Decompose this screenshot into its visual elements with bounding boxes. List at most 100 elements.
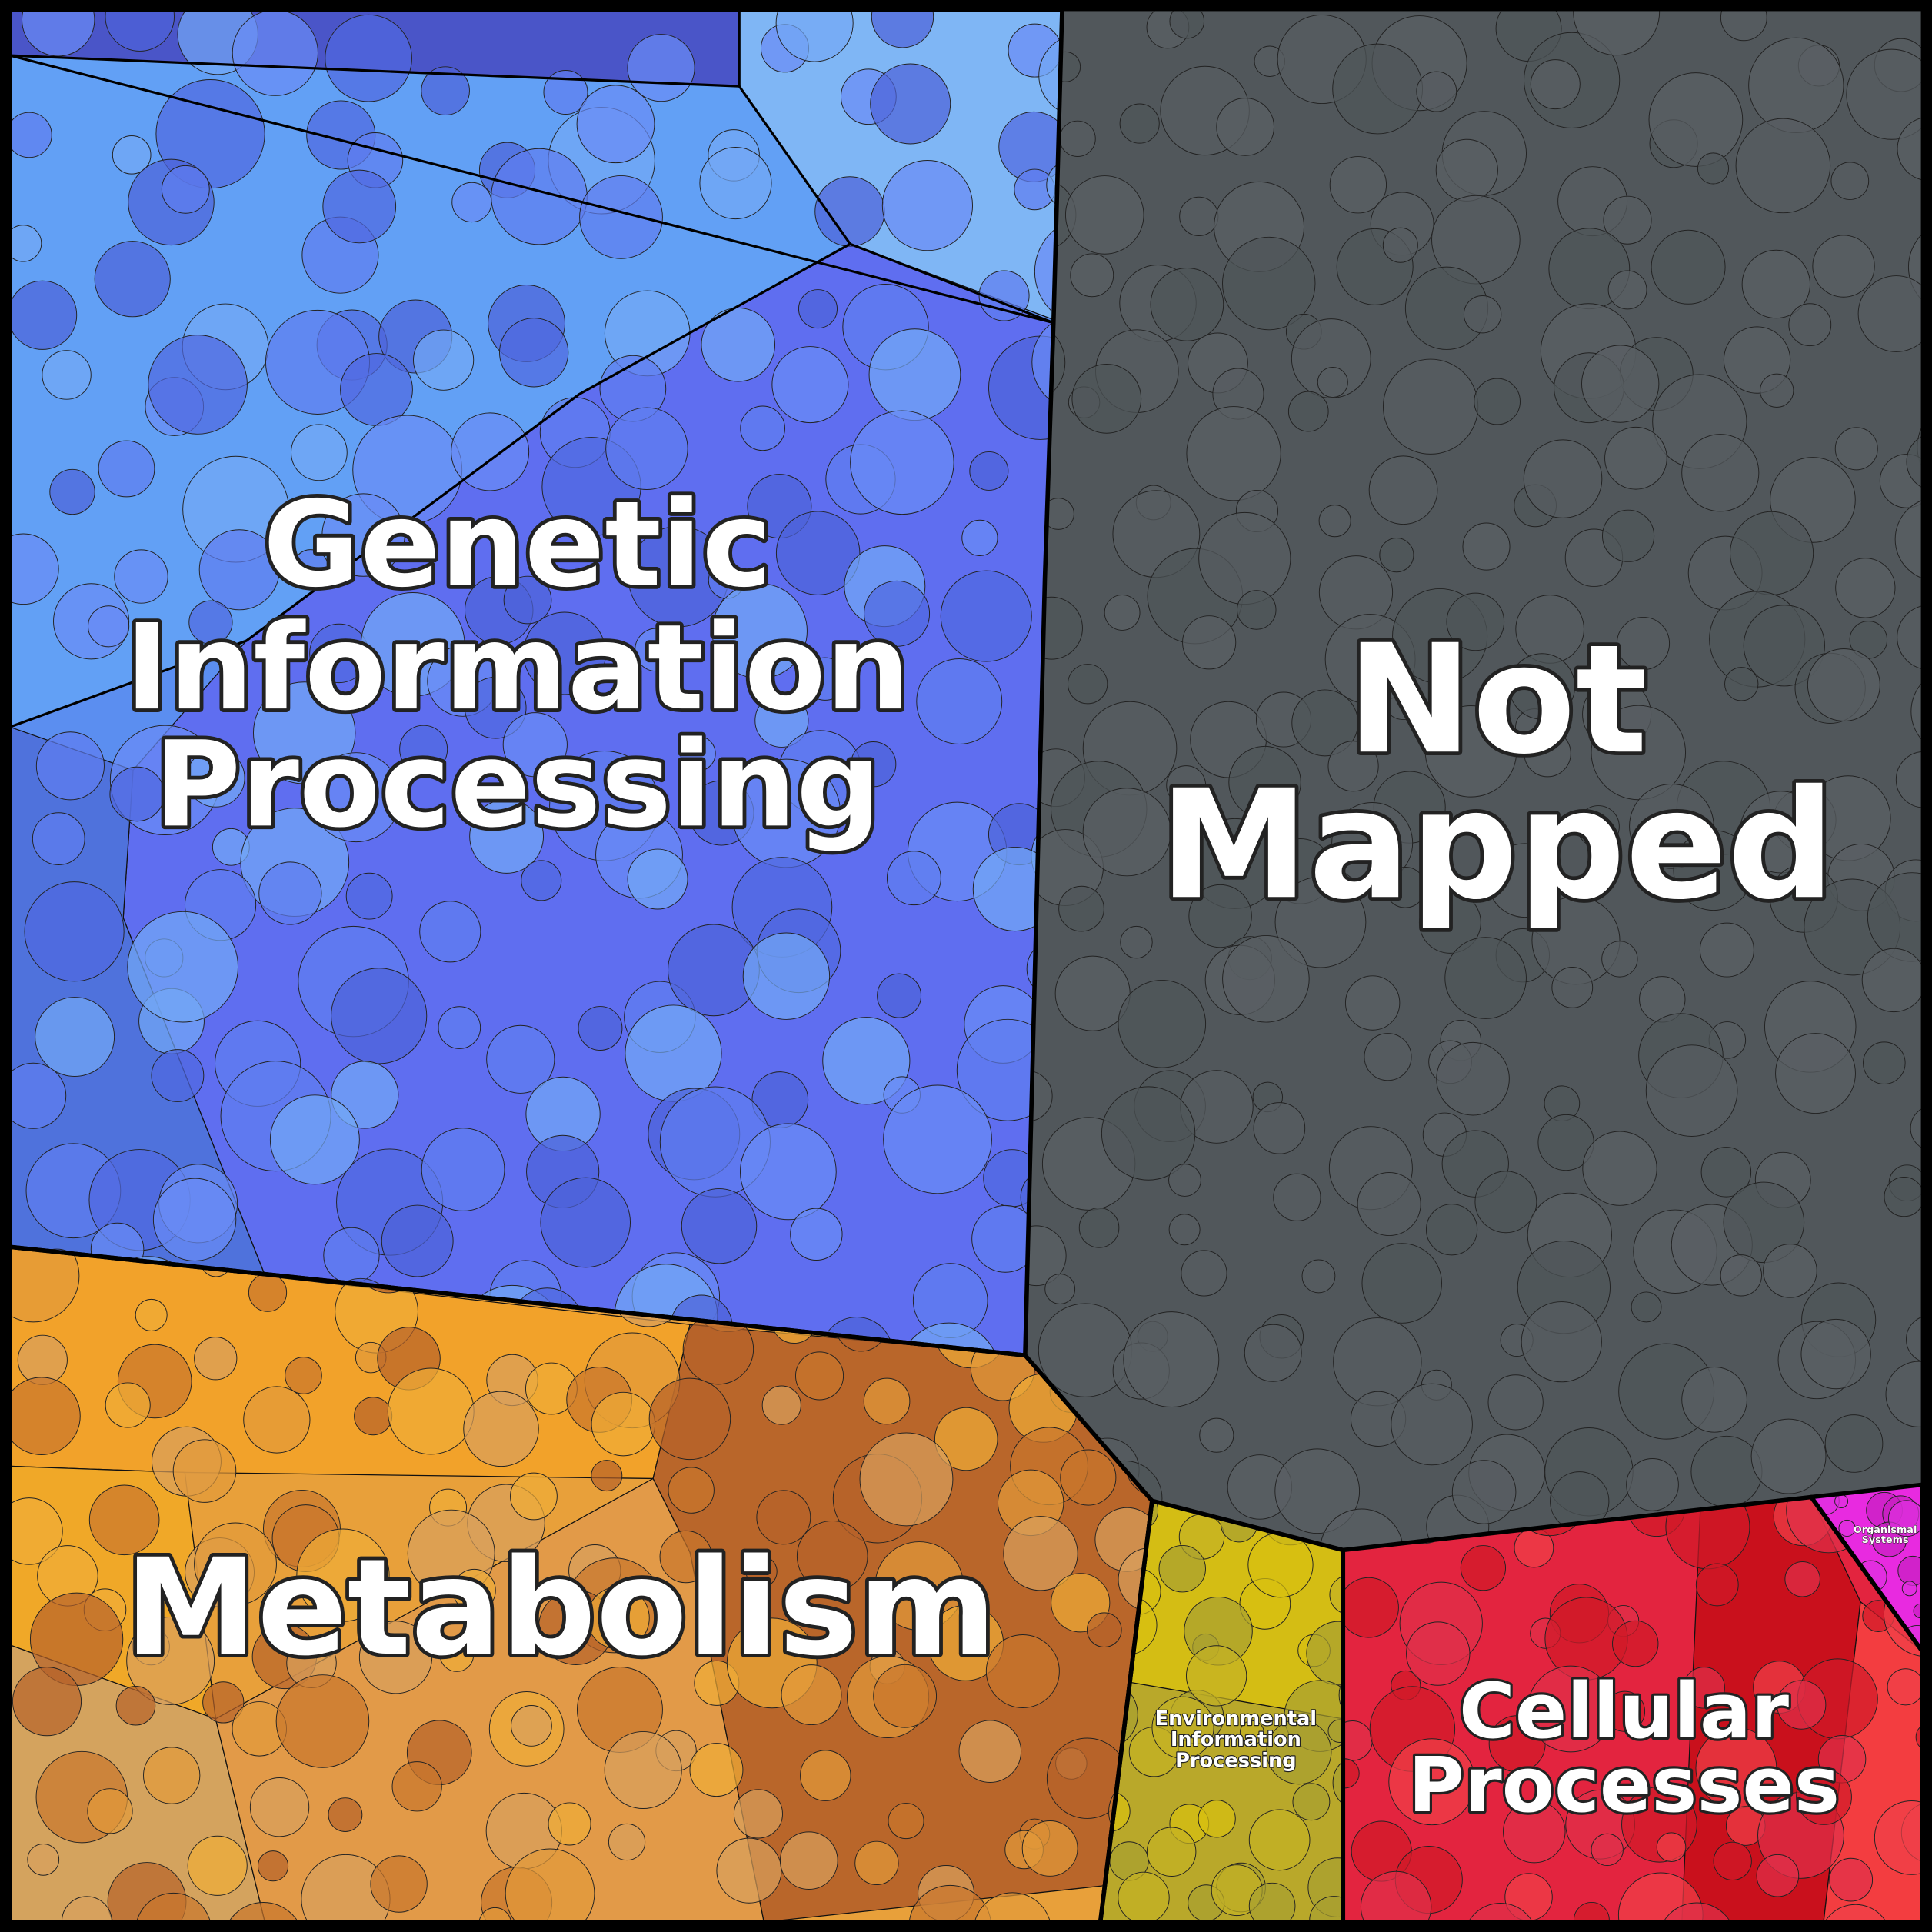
cell [1487, 843, 1562, 918]
cell [152, 1178, 237, 1261]
cell [1748, 37, 1844, 133]
cell [9, 1377, 81, 1455]
cell [798, 289, 838, 329]
cell [881, 160, 974, 251]
cell [886, 851, 941, 906]
cell [822, 1017, 911, 1105]
cell [578, 1006, 623, 1051]
cell [756, 1490, 811, 1545]
cell [452, 1568, 496, 1612]
cell [1462, 522, 1511, 571]
cell [680, 735, 716, 771]
cell [503, 575, 552, 625]
cell [1573, 9, 1661, 56]
cell [1382, 358, 1479, 455]
cell [591, 1391, 656, 1457]
cell [1910, 668, 1923, 755]
cell [733, 1789, 783, 1839]
cell [1720, 1254, 1763, 1297]
cell [1239, 1720, 1264, 1745]
cell [1158, 1544, 1206, 1593]
cell [1382, 227, 1418, 263]
cell [1327, 741, 1379, 792]
cell [1237, 590, 1277, 630]
cell [1829, 1857, 1874, 1902]
cell [1474, 378, 1521, 425]
cell [874, 1541, 964, 1631]
cell [1344, 975, 1401, 1031]
region-label: Processes [1408, 1741, 1840, 1830]
cell [1021, 1820, 1078, 1877]
cell [1577, 805, 1620, 848]
cell [576, 85, 655, 164]
cell [854, 1840, 899, 1885]
cell [135, 1298, 168, 1331]
cell [1530, 59, 1581, 110]
cell [1699, 922, 1754, 978]
cell [1024, 1225, 1067, 1287]
cell [469, 799, 544, 874]
cell [1830, 162, 1870, 201]
cell [1059, 120, 1096, 157]
cell [1503, 1800, 1566, 1864]
cell [742, 932, 831, 1020]
cell [35, 731, 105, 801]
cell [222, 1901, 305, 1923]
cell [1317, 367, 1348, 398]
cell [1181, 1250, 1227, 1297]
cell [1601, 941, 1638, 978]
cell [1291, 318, 1371, 398]
region-cellular [1343, 1497, 1923, 1923]
cell [1521, 1301, 1602, 1383]
cell [1357, 1172, 1421, 1237]
cell [1763, 1244, 1817, 1298]
cell [399, 724, 448, 774]
cell [1894, 497, 1923, 581]
cell [115, 1685, 156, 1726]
cell [1168, 1214, 1201, 1246]
cell [1906, 1315, 1923, 1364]
cell [1332, 43, 1424, 135]
cell [605, 407, 688, 490]
cell [1118, 979, 1207, 1068]
cell [1060, 1449, 1117, 1506]
cell [586, 1586, 650, 1650]
cell [1327, 1719, 1344, 1743]
cell [248, 1273, 288, 1312]
cell [328, 1797, 363, 1832]
region-label: Not [1347, 613, 1647, 788]
cell [291, 424, 348, 481]
cell [850, 410, 954, 515]
cell [1463, 295, 1502, 334]
cell [888, 1803, 924, 1840]
cell [112, 135, 152, 175]
cell [1884, 1176, 1923, 1217]
cell [1368, 455, 1438, 525]
region-label: Processing [154, 716, 881, 854]
cell [1003, 1516, 1078, 1591]
cell [1800, 1318, 1871, 1390]
cell [1186, 406, 1281, 501]
cell [188, 600, 233, 645]
region-label: Mapped [1159, 758, 1835, 933]
cell [1332, 1754, 1344, 1811]
cell [699, 147, 772, 220]
cell [1807, 648, 1880, 721]
cell [1730, 511, 1814, 595]
cell [9, 225, 42, 262]
cell [1360, 1870, 1432, 1923]
cell [194, 1522, 277, 1606]
cell [358, 1621, 433, 1694]
cell [243, 1386, 311, 1454]
cell [859, 1432, 954, 1527]
cell [1683, 1667, 1725, 1709]
cell [716, 1837, 782, 1904]
cell [105, 1382, 151, 1428]
cell [795, 1351, 844, 1401]
cell [1222, 236, 1316, 331]
cell [627, 848, 688, 910]
cell [908, 1884, 992, 1923]
